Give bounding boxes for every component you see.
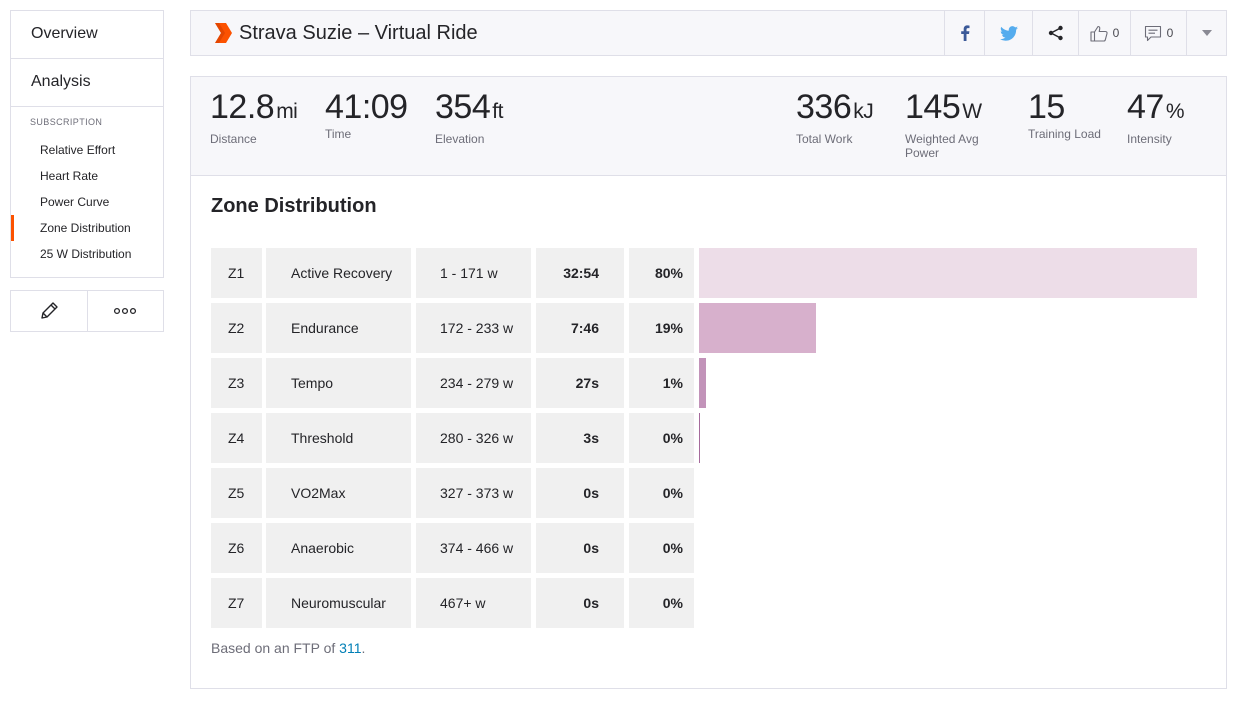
stat-time: 41:09 Time (325, 87, 408, 141)
zone-id: Z6 (211, 523, 262, 573)
subscription-heading: SUBSCRIPTION (30, 117, 103, 127)
zone-range: 327 - 373 w (416, 468, 531, 518)
zone-name: VO2Max (266, 468, 411, 518)
strava-chevron-icon (215, 23, 232, 43)
zone-name: Threshold (266, 413, 411, 463)
comment-button[interactable]: 0 (1130, 11, 1186, 55)
nav-zone-distribution[interactable]: Zone Distribution (11, 215, 163, 241)
zone-time: 7:46 (536, 303, 624, 353)
share-icon (1048, 25, 1063, 41)
facebook-icon (960, 25, 969, 41)
zone-time: 0s (536, 523, 624, 573)
stat-intensity-label: Intensity (1127, 132, 1172, 146)
subscription-list: Relative Effort Heart Rate Power Curve Z… (11, 137, 163, 277)
stat-distance-value: 12.8mi (210, 88, 298, 126)
title-wrap: Strava Suzie – Virtual Ride (191, 22, 944, 45)
share-button[interactable] (1032, 11, 1078, 55)
thumbs-up-icon (1090, 25, 1108, 42)
stat-training-load-value: 15 (1028, 88, 1065, 126)
stat-weighted-power-value: 145W (905, 88, 982, 126)
nav-25w-distribution[interactable]: 25 W Distribution (40, 247, 132, 261)
comment-count: 0 (1166, 26, 1174, 40)
stat-training-load-label: Training Load (1028, 127, 1101, 141)
stat-weighted-power-label: Weighted Avg Power (905, 132, 979, 160)
header-menu-toggle[interactable] (1186, 11, 1226, 55)
more-actions-button[interactable] (86, 291, 164, 331)
sidebar-nav: Overview Analysis SUBSCRIPTION Relative … (10, 10, 164, 278)
nav-overview[interactable]: Overview (11, 11, 163, 59)
zone-range: 234 - 279 w (416, 358, 531, 408)
stat-total-work: 336kJ Total Work (796, 87, 874, 146)
zone-range: 280 - 326 w (416, 413, 531, 463)
facebook-share-button[interactable] (944, 11, 984, 55)
zone-range: 1 - 171 w (416, 248, 531, 298)
kudos-button[interactable]: 0 (1078, 11, 1130, 55)
activity-stats: 12.8mi Distance 41:09 Time 354ft Elevati… (191, 77, 1226, 176)
stat-intensity-value: 47% (1127, 88, 1185, 126)
activity-title: Strava Suzie – Virtual Ride (239, 21, 478, 44)
zone-time: 0s (536, 578, 624, 628)
stat-total-work-label: Total Work (796, 132, 853, 146)
stat-training-load: 15 Training Load (1028, 87, 1101, 141)
zone-bar (699, 413, 700, 463)
chevron-down-icon (1201, 30, 1212, 36)
nav-analysis[interactable]: Analysis (11, 59, 163, 107)
zone-id: Z1 (211, 248, 262, 298)
zone-id: Z4 (211, 413, 262, 463)
activity-header: Strava Suzie – Virtual Ride 0 0 (190, 10, 1227, 56)
zone-id: Z3 (211, 358, 262, 408)
stat-elevation-value: 354ft (435, 88, 503, 126)
zone-percent: 1% (629, 358, 694, 408)
edit-button[interactable] (11, 291, 87, 331)
zone-bar (699, 248, 1197, 298)
nav-relative-effort[interactable]: Relative Effort (40, 143, 116, 157)
zone-percent: 0% (629, 578, 694, 628)
stat-weighted-power: 145W Weighted Avg Power (905, 87, 1005, 160)
stat-elevation-label: Elevation (435, 132, 485, 146)
stat-distance: 12.8mi Distance (210, 87, 298, 146)
zone-name: Endurance (266, 303, 411, 353)
zone-time: 32:54 (536, 248, 624, 298)
zone-percent: 19% (629, 303, 694, 353)
stat-intensity: 47% Intensity (1127, 87, 1185, 146)
zone-distribution-title: Zone Distribution (211, 195, 377, 217)
zone-time: 3s (536, 413, 624, 463)
zone-bar (699, 358, 706, 408)
zone-name: Neuromuscular (266, 578, 411, 628)
zone-range: 374 - 466 w (416, 523, 531, 573)
zone-percent: 0% (629, 413, 694, 463)
stat-total-work-value: 336kJ (796, 88, 874, 126)
ftp-link[interactable]: 311 (339, 640, 362, 656)
zone-id: Z2 (211, 303, 262, 353)
ellipsis-icon (114, 307, 137, 315)
zone-range: 467+ w (416, 578, 531, 628)
twitter-icon (999, 25, 1018, 41)
kudos-count: 0 (1112, 26, 1120, 40)
activity-actions (10, 290, 164, 332)
nav-power-curve[interactable]: Power Curve (40, 195, 110, 209)
zone-percent: 0% (629, 468, 694, 518)
analysis-panel: 12.8mi Distance 41:09 Time 354ft Elevati… (190, 76, 1227, 689)
comment-icon (1144, 25, 1161, 41)
stat-distance-label: Distance (210, 132, 257, 146)
zone-id: Z7 (211, 578, 262, 628)
zone-percent: 0% (629, 523, 694, 573)
zone-time: 0s (536, 468, 624, 518)
stat-elevation: 354ft Elevation (435, 87, 503, 146)
ftp-note: Based on an FTP of 311. (211, 640, 366, 656)
zone-id: Z5 (211, 468, 262, 518)
zone-name: Tempo (266, 358, 411, 408)
zone-range: 172 - 233 w (416, 303, 531, 353)
stat-time-value: 41:09 (325, 88, 408, 126)
zone-percent: 80% (629, 248, 694, 298)
zone-bar (699, 303, 816, 353)
nav-heart-rate[interactable]: Heart Rate (40, 169, 99, 183)
twitter-share-button[interactable] (984, 11, 1032, 55)
zone-name: Anaerobic (266, 523, 411, 573)
zone-time: 27s (536, 358, 624, 408)
pencil-icon (41, 302, 58, 319)
stat-time-label: Time (325, 127, 352, 141)
zone-name: Active Recovery (266, 248, 411, 298)
